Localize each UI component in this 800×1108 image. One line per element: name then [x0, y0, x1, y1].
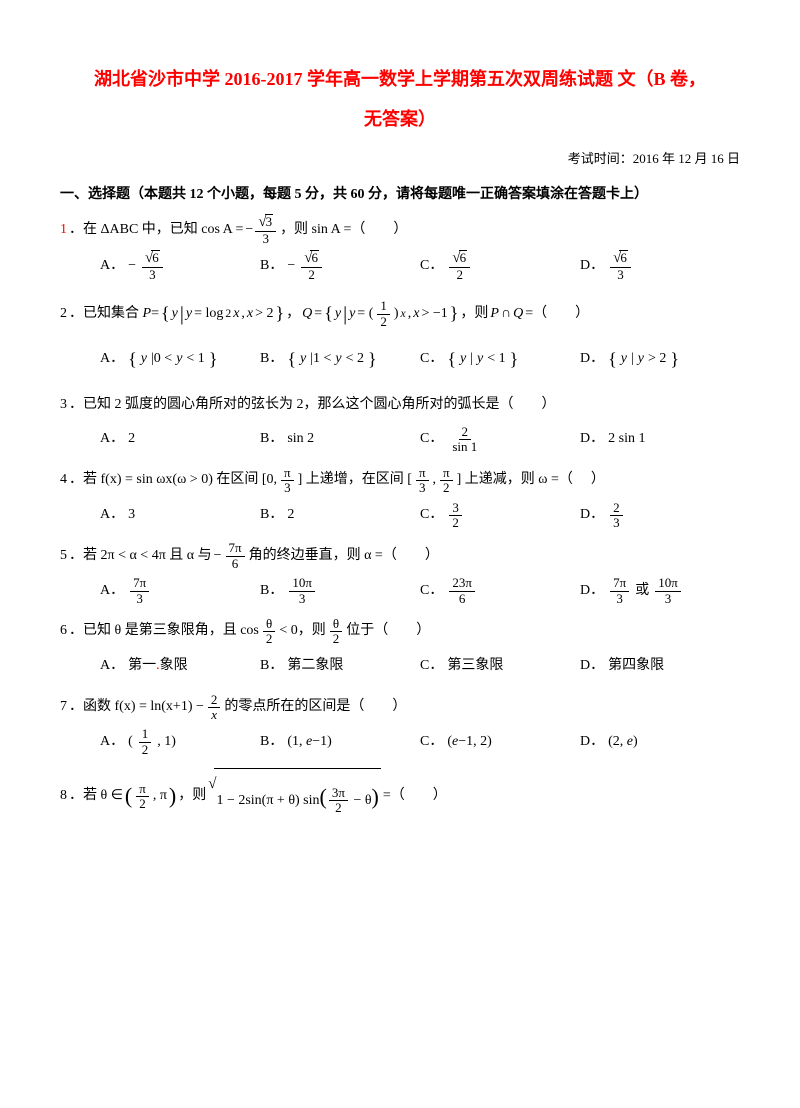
q5-options: A．7π3 B．10π3 C．23π6 D．7π3 或 10π3 — [60, 576, 740, 607]
q3-stem: ．已知 2 弧度的圆心角所对的弦长为 2，那么这个圆心角所对的弧长是（ ） — [69, 390, 556, 421]
q3-num: 3 — [60, 390, 67, 421]
q1-stem-text: ．在 ΔABC 中，已知 cos A = — [69, 215, 243, 246]
q4-options: A．3 B．2 C．32 D．23 — [60, 500, 740, 531]
q7-num: 7 — [60, 692, 67, 723]
q3-opt-b: B．sin 2 — [260, 424, 420, 455]
question-7: 7．函数 f(x) = ln(x+1) − 2x 的零点所在的区间是（ ） A．… — [60, 692, 740, 758]
q1-num: 1 — [60, 215, 67, 246]
q2-opt-c: C．{y|y < 1} — [420, 340, 580, 380]
title-line1: 湖北省沙市中学 2016-2017 学年高一数学上学期第五次双周练试题 文（B … — [60, 60, 740, 100]
question-6: 6．已知 θ 是第三象限角，且 cos θ2 < 0，则 θ2 位于（ ） A．… — [60, 616, 740, 682]
q4-opt-c: C．32 — [420, 500, 580, 531]
q2-opt-a: A．{y|0 < y < 1} — [100, 340, 260, 380]
q6-options: A．第一.象限 B．第二象限 C．第三象限 D．第四象限 — [60, 651, 740, 682]
title-line2: 无答案） — [60, 100, 740, 140]
q6-opt-c: C．第三象限 — [420, 651, 580, 682]
q6-opt-a: A．第一.象限 — [100, 651, 260, 682]
question-1: 1．在 ΔABC 中，已知 cos A = −33 ，则 sin A =（ ） … — [60, 214, 740, 282]
q7-opt-b: B．(1, e−1) — [260, 727, 420, 758]
q7-opt-c: C．(e−1, 2) — [420, 727, 580, 758]
q3-opt-a: A．2 — [100, 424, 260, 455]
q8-num: 8 — [60, 781, 67, 812]
q6-opt-b: B．第二象限 — [260, 651, 420, 682]
q6-num: 6 — [60, 616, 67, 647]
q1-stem-frac: −33 — [245, 214, 278, 246]
question-4: 4．若 f(x) = sin ωx(ω > 0) 在区间 [0, π3 ] 上递… — [60, 465, 740, 531]
q4-opt-b: B．2 — [260, 500, 420, 531]
q4-opt-d: D．23 — [580, 500, 740, 531]
exam-title: 湖北省沙市中学 2016-2017 学年高一数学上学期第五次双周练试题 文（B … — [60, 60, 740, 139]
q7-options: A．(12, 1) B．(1, e−1) C．(e−1, 2) D．(2, e) — [60, 727, 740, 758]
q1-stem-after: ，则 sin A =（ ） — [280, 215, 407, 246]
q5-opt-d: D．7π3 或 10π3 — [580, 576, 740, 607]
q1-opt-c: C．62 — [420, 250, 580, 282]
q6-opt-d: D．第四象限 — [580, 651, 740, 682]
q7-opt-a: A．(12, 1) — [100, 727, 260, 758]
q4-num: 4 — [60, 465, 67, 496]
q5-opt-a: A．7π3 — [100, 576, 260, 607]
q2-opt-d: D．{y|y > 2} — [580, 340, 740, 380]
question-8: 8．若 θ ∈ (π2, π) ，则 1 − 2sin(π + θ) sin(3… — [60, 768, 740, 825]
q4-opt-a: A．3 — [100, 500, 260, 531]
q1-opt-b: B．−62 — [260, 250, 420, 282]
exam-time: 考试时间：2016 年 12 月 16 日 — [60, 149, 740, 170]
section-header: 一、选择题（本题共 12 个小题，每题 5 分，共 60 分，请将每题唯一正确答… — [60, 184, 740, 206]
q5-opt-b: B．10π3 — [260, 576, 420, 607]
q2-num: 2 — [60, 299, 67, 330]
q3-opt-d: D．2 sin 1 — [580, 424, 740, 455]
q5-num: 5 — [60, 541, 67, 572]
q3-opt-c: C．2sin 1 — [420, 424, 580, 455]
question-5: 5．若 2π < α < 4π 且 α 与 −7π6 角的终边垂直，则 α =（… — [60, 541, 740, 607]
q5-opt-c: C．23π6 — [420, 576, 580, 607]
q3-options: A．2 B．sin 2 C．2sin 1 D．2 sin 1 — [60, 424, 740, 455]
q2-opt-b: B．{y|1 < y < 2} — [260, 340, 420, 380]
q1-options: A．−63 B．−62 C．62 D．63 — [60, 250, 740, 282]
q1-opt-a: A．−63 — [100, 250, 260, 282]
question-2: 2．已知集合 P= {y|y = log2 x, x > 2}， Q = {y|… — [60, 292, 740, 380]
q1-opt-d: D．63 — [580, 250, 740, 282]
q7-opt-d: D．(2, e) — [580, 727, 740, 758]
question-3: 3．已知 2 弧度的圆心角所对的弦长为 2，那么这个圆心角所对的弧长是（ ） A… — [60, 390, 740, 456]
q2-options: A．{y|0 < y < 1} B．{y|1 < y < 2} C．{y|y <… — [60, 340, 740, 380]
